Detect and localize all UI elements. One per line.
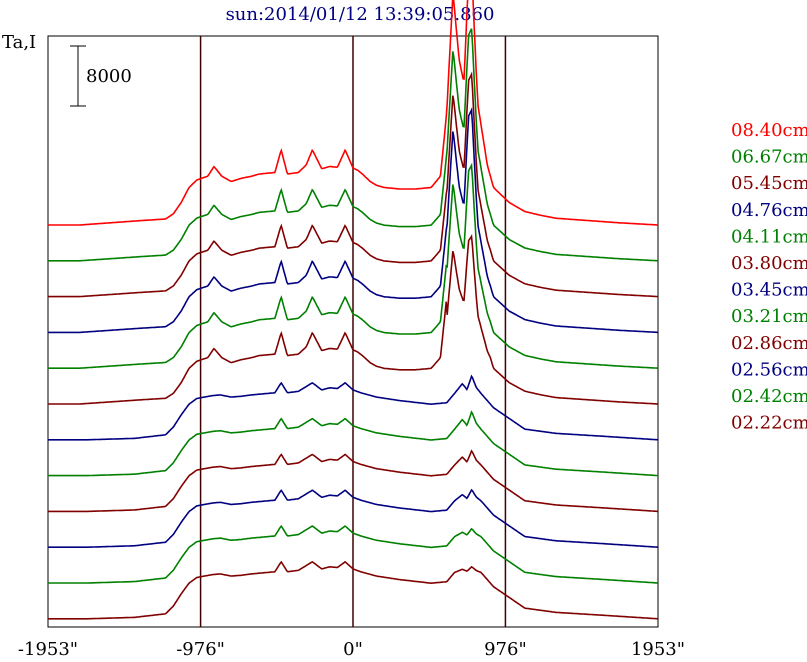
legend-entry: 03.80cm xyxy=(731,253,807,274)
legend-entry: 04.11cm xyxy=(731,226,807,247)
series-line-04.76cm xyxy=(48,106,659,334)
legend-entry: 08.40cm xyxy=(731,120,807,141)
legend-entry: 02.42cm xyxy=(731,386,807,407)
series-line-02.86cm xyxy=(48,449,659,513)
legend-entry: 02.22cm xyxy=(731,413,807,434)
chart-title: sun:2014/01/12 13:39:05.860 xyxy=(226,4,495,25)
legend-entry: 03.45cm xyxy=(731,280,807,301)
legend-entry: 02.86cm xyxy=(731,333,807,354)
series-line-05.45cm xyxy=(48,71,659,298)
legend-entry: 02.56cm xyxy=(731,359,807,380)
x-tick-label: -1953" xyxy=(18,639,78,660)
legend-entry: 06.67cm xyxy=(731,147,807,168)
series-line-03.21cm xyxy=(48,410,659,477)
series-line-02.42cm xyxy=(48,524,659,584)
scale-bar-label: 8000 xyxy=(86,66,132,87)
series-line-08.40cm xyxy=(48,0,659,226)
x-axis-tick-labels: -1953" -976" 0" 976" 1953" xyxy=(18,639,685,660)
x-tick-label: -976" xyxy=(176,639,225,660)
series-line-02.22cm xyxy=(48,560,659,620)
scale-bar: 8000 xyxy=(70,45,132,107)
reference-lines xyxy=(199,36,507,627)
x-tick-label: 1953" xyxy=(631,639,685,660)
x-tick-label: 0" xyxy=(343,639,363,660)
series-line-03.45cm xyxy=(48,374,659,441)
legend: 08.40cm 06.67cm 05.45cm 04.76cm 04.11cm 03.80… xyxy=(731,120,807,434)
legend-entry: 04.76cm xyxy=(731,200,807,221)
series-line-02.56cm xyxy=(48,488,659,548)
legend-entry: 03.21cm xyxy=(731,306,807,327)
series-line-06.67cm xyxy=(48,28,659,262)
y-axis-label: Ta,I xyxy=(2,32,36,53)
x-tick-label: 976" xyxy=(484,639,527,660)
series-line-03.80cm xyxy=(48,234,659,405)
legend-entry: 05.45cm xyxy=(731,173,807,194)
series-line-04.11cm xyxy=(48,162,659,369)
series-group xyxy=(48,0,659,620)
